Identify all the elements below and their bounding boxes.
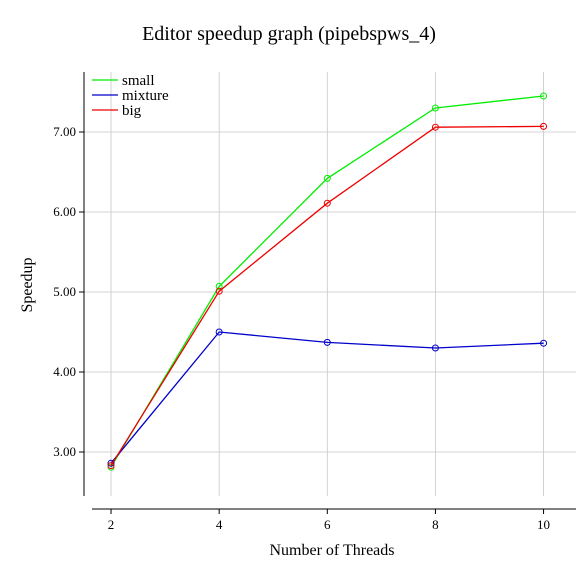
point-big-4: [215, 287, 223, 295]
point-mixture-8: [431, 344, 439, 352]
y-tick-label-7.00: 7.00: [53, 124, 76, 139]
point-mixture-4: [215, 328, 223, 336]
point-big-8: [431, 123, 439, 131]
series-line-small: [110, 95, 544, 468]
point-big-6: [323, 199, 331, 207]
point-mixture-2: [107, 459, 115, 467]
grid-lines: [84, 72, 576, 496]
point-small-8: [431, 104, 439, 112]
axes: [83, 72, 576, 510]
point-big-10: [540, 122, 548, 130]
tick-labels: 2 4 6 8 10 3.00 4.00 5.00 6.00 7.00: [53, 124, 550, 532]
point-small-4: [215, 282, 223, 290]
y-tick-label-3.00: 3.00: [53, 444, 76, 459]
point-mixture-6: [323, 338, 331, 346]
point-small-6: [323, 174, 331, 182]
chart-title: Editor speedup graph (pipebspws_4): [142, 23, 436, 45]
y-tick-label-4.00: 4.00: [53, 364, 76, 379]
x-axis-label: Number of Threads: [270, 542, 395, 559]
x-tick-label-6: 6: [324, 517, 331, 532]
point-small-10: [540, 92, 548, 100]
data-series: [107, 92, 548, 471]
y-tick-label-6.00: 6.00: [53, 204, 76, 219]
legend-label-big: big: [122, 103, 142, 119]
point-mixture-10: [540, 339, 548, 347]
x-tick-label-2: 2: [108, 517, 115, 532]
legend-label-small: small: [122, 73, 155, 89]
series-big: [107, 122, 548, 470]
x-tick-label-4: 4: [216, 517, 223, 532]
series-line-big: [110, 125, 544, 466]
x-tick-label-10: 10: [537, 517, 550, 532]
y-axis-label: Speedup: [19, 257, 36, 312]
y-tick-label-5.00: 5.00: [53, 284, 76, 299]
x-tick-label-8: 8: [432, 517, 439, 532]
series-line-mixture: [110, 331, 544, 464]
point-big-2: [107, 462, 115, 470]
series-mixture: [107, 328, 548, 467]
legend-label-mixture: mixture: [122, 88, 169, 104]
